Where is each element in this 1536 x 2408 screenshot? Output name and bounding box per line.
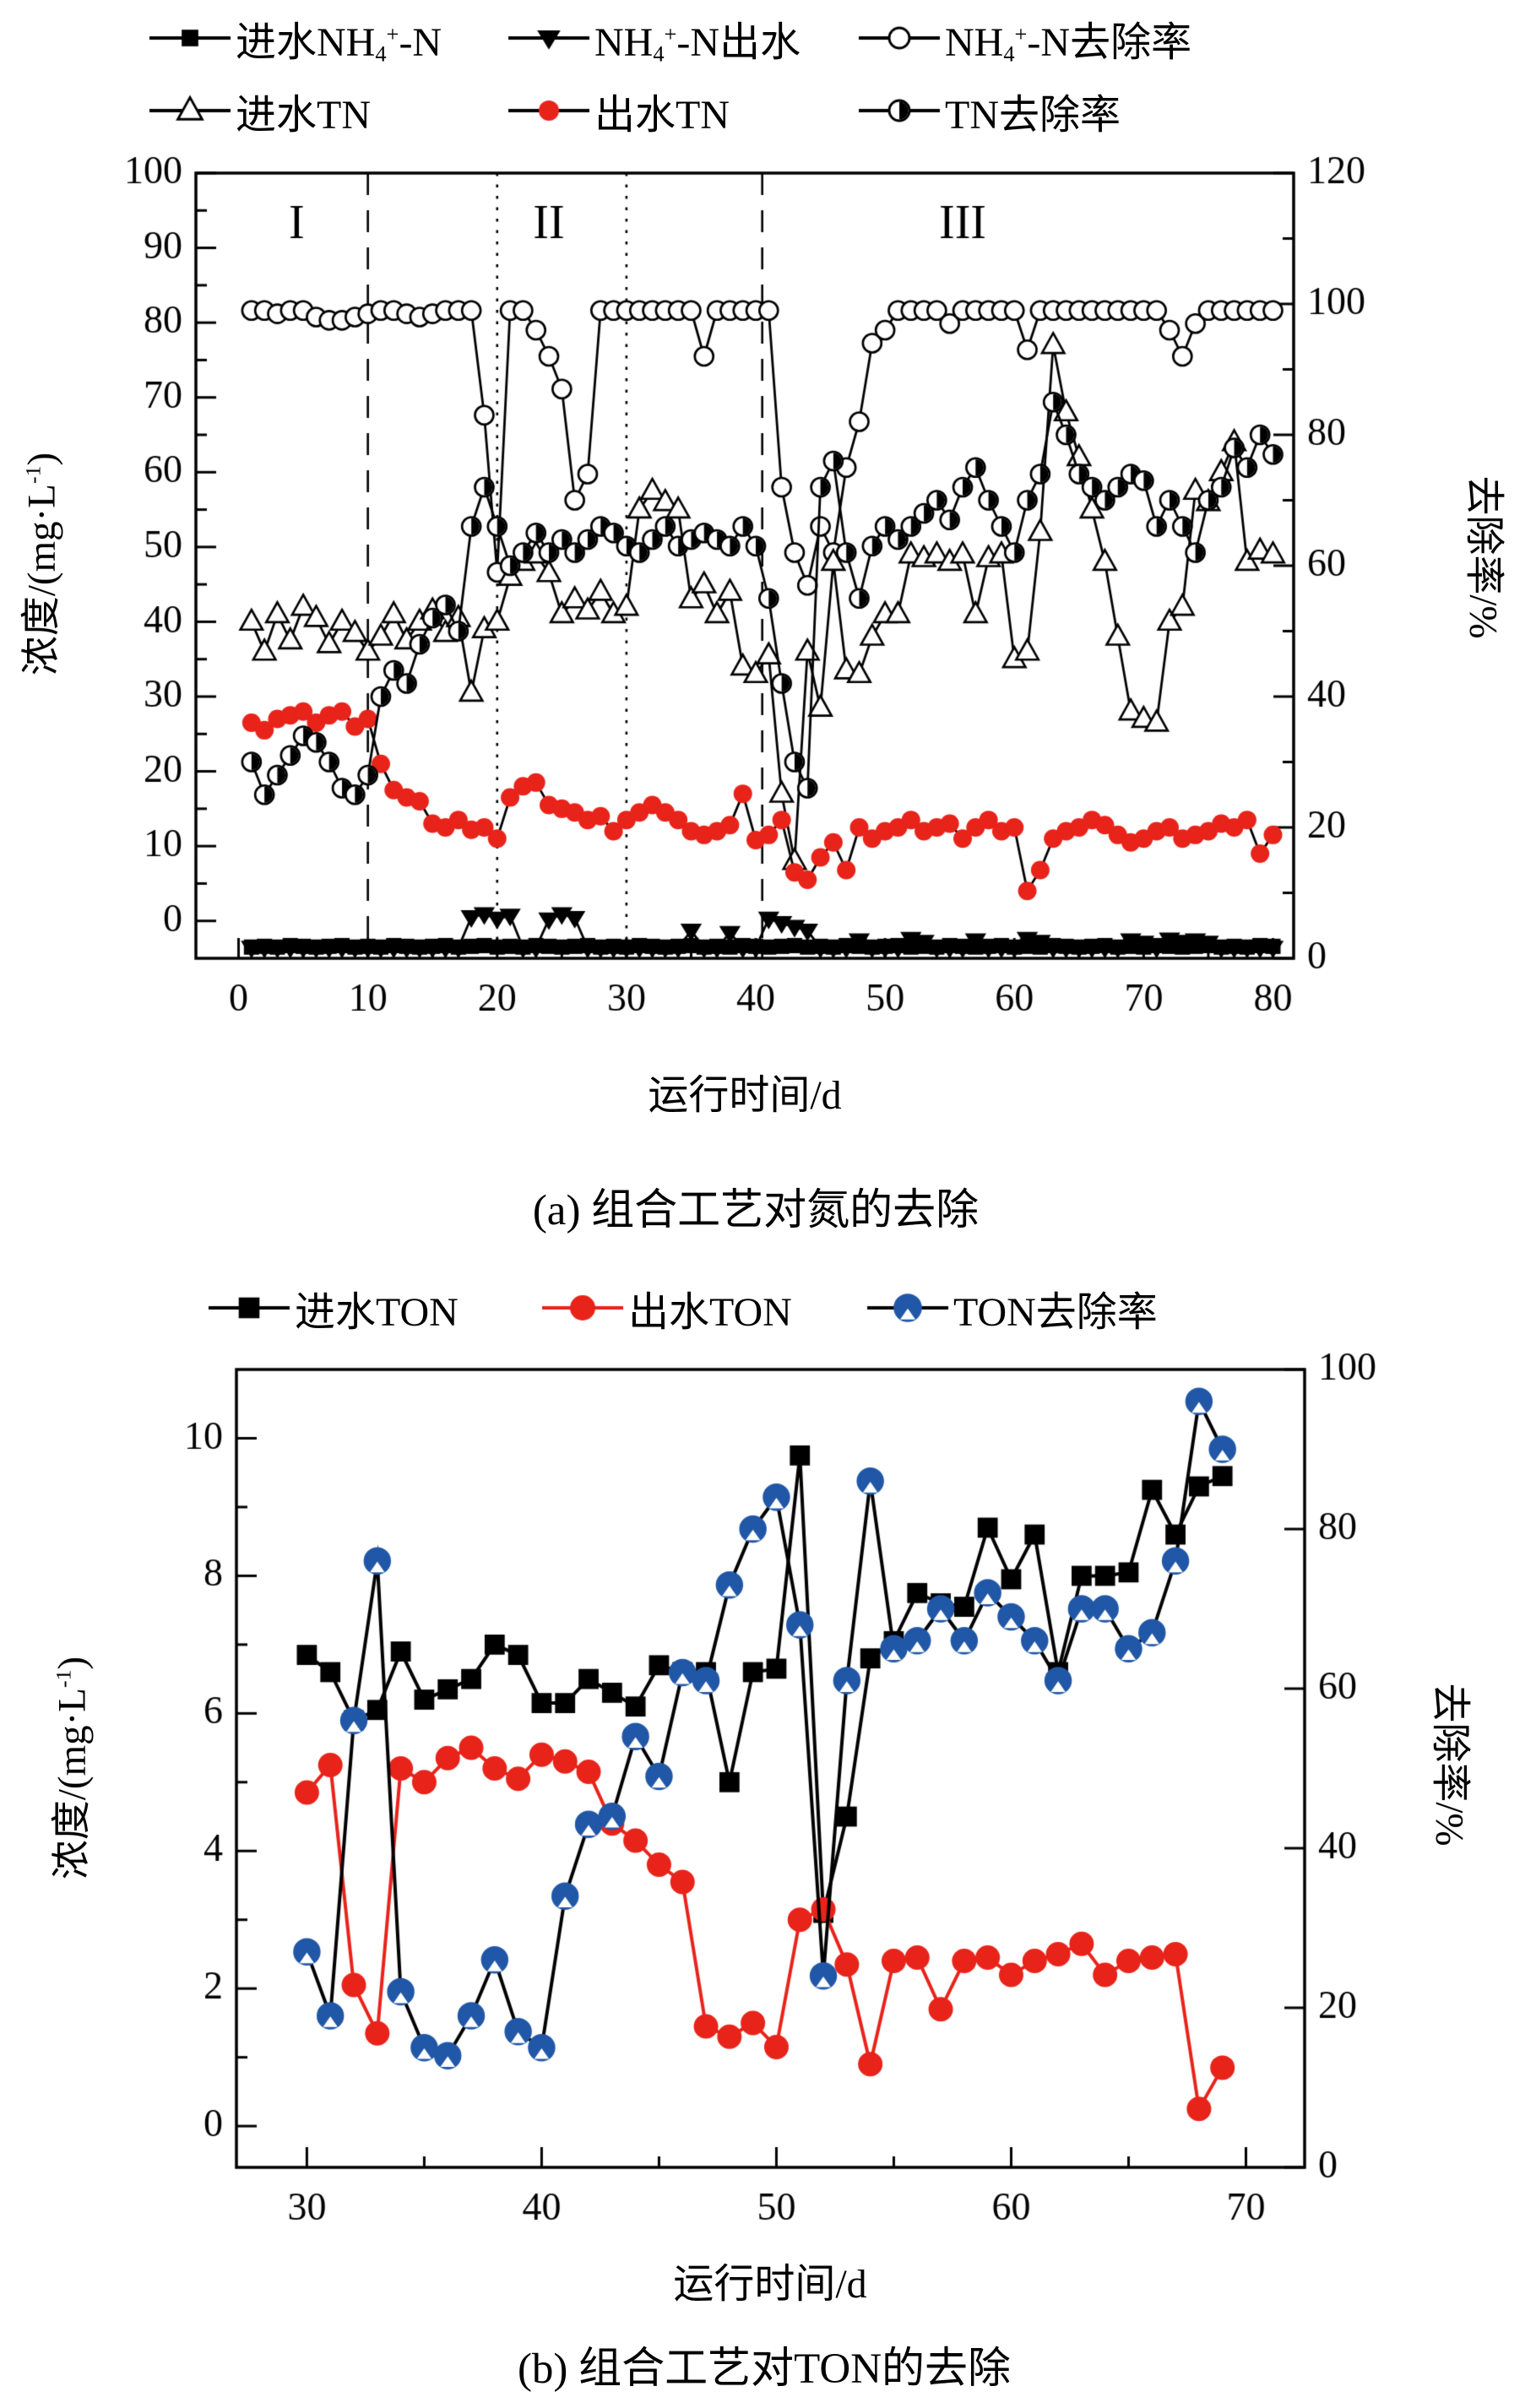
- legend-item: 进水NH4+-N: [148, 8, 507, 68]
- panel-a-left-axis-title: 浓度/(mg·L-1): [8, 453, 67, 675]
- legend-label: TN去除率: [945, 81, 1121, 140]
- legend-circ-open-icon: [857, 19, 942, 57]
- text-segment: -N: [399, 20, 442, 65]
- legend-item: 出水TN: [507, 81, 857, 140]
- legend-label: 进水TON: [295, 1278, 459, 1337]
- legend-square-icon: [148, 19, 232, 57]
- legend-circ-fill-icon: [540, 1288, 625, 1327]
- text-segment: 进水TON: [295, 1290, 459, 1335]
- legend-circ-notch-icon: [866, 1288, 950, 1327]
- panel-a-right-axis-title: 去除率/%: [1461, 475, 1506, 639]
- text-segment: -N出水: [676, 20, 801, 65]
- text-segment: TN去除率: [945, 93, 1121, 138]
- panel-b-x-axis-title: 运行时间/d: [673, 2262, 867, 2307]
- sub-segment: 4: [653, 41, 665, 67]
- legend-tri-down-icon: [507, 19, 591, 57]
- panel-a-x-axis-title: 运行时间/d: [648, 1073, 842, 1118]
- legend-label: 出水TN: [594, 81, 730, 140]
- legend-label: NH4+-N出水: [594, 8, 801, 68]
- legend-item: 进水TN: [148, 81, 507, 140]
- legend-item: NH4+-N出水: [507, 8, 857, 68]
- legend-tri-up-icon: [148, 91, 232, 130]
- sup-segment: +: [664, 20, 677, 46]
- legend-item: NH4+-N去除率: [857, 8, 1191, 68]
- legend-item: TN去除率: [857, 81, 1191, 140]
- sub-segment: 4: [1003, 41, 1015, 67]
- text-segment: ): [19, 452, 64, 466]
- sup-segment: -1: [51, 1669, 76, 1689]
- text-segment: 进水NH: [236, 20, 376, 65]
- sup-segment: -1: [20, 465, 46, 485]
- legend-label: 出水TON: [628, 1278, 792, 1337]
- panel-b-caption: (b) 组合工艺对TON的去除: [517, 2346, 1012, 2393]
- panel-a-caption: (a) 组合工艺对氮的去除: [532, 1187, 980, 1234]
- text-segment: 出水TN: [594, 93, 730, 138]
- legend-label: 进水TN: [236, 81, 371, 140]
- legend-item: 进水TON: [207, 1278, 540, 1337]
- legend-circ-half-icon: [857, 91, 942, 130]
- text-segment: -N去除率: [1027, 20, 1192, 65]
- legend-label: TON去除率: [953, 1278, 1158, 1337]
- text-segment: NH: [594, 20, 654, 65]
- text-segment: TON去除率: [953, 1290, 1158, 1335]
- text-segment: ): [50, 1656, 95, 1670]
- legend-item: 出水TON: [540, 1278, 866, 1337]
- text-segment: NH: [945, 20, 1004, 65]
- text-segment: 进水TN: [236, 93, 371, 138]
- legend-label: NH4+-N去除率: [945, 8, 1191, 68]
- legend-square-icon: [207, 1288, 291, 1327]
- legend-panel-a: 进水NH4+-N NH4+-N出水 NH4+-N去除率 进水TN 出水TN TN去除率: [148, 8, 1191, 140]
- panel-b-right-axis-title: 去除率/%: [1427, 1683, 1472, 1847]
- sup-segment: +: [386, 20, 399, 46]
- legend-circ-fill-icon: [507, 91, 591, 130]
- text-segment: 出水TON: [628, 1290, 792, 1335]
- text-segment: 浓度/(mg·L: [50, 1688, 95, 1880]
- legend-panel-b: 进水TON 出水TON TON去除率: [207, 1278, 1158, 1337]
- text-segment: 浓度/(mg·L: [19, 484, 64, 676]
- sup-segment: +: [1014, 20, 1028, 46]
- panel-b-left-axis-title: 浓度/(mg·L-1): [39, 1657, 97, 1879]
- legend-item: TON去除率: [866, 1278, 1158, 1337]
- sub-segment: 4: [375, 41, 387, 67]
- legend-label: 进水NH4+-N: [236, 8, 442, 68]
